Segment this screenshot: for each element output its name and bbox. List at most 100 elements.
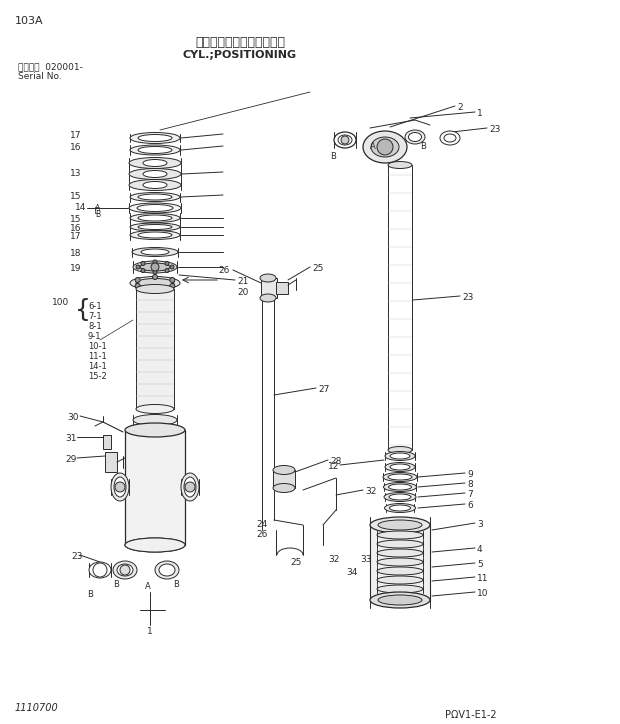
Circle shape	[135, 277, 140, 282]
Text: 9-1: 9-1	[88, 332, 102, 341]
Ellipse shape	[143, 159, 167, 167]
Text: 13: 13	[70, 169, 81, 178]
Ellipse shape	[390, 453, 410, 459]
Ellipse shape	[363, 131, 407, 163]
Circle shape	[153, 260, 157, 264]
Ellipse shape	[405, 130, 425, 144]
Bar	[276, 282, 288, 294]
Circle shape	[115, 482, 125, 492]
Ellipse shape	[184, 477, 196, 497]
Ellipse shape	[377, 567, 423, 575]
Circle shape	[185, 482, 195, 492]
Text: 1: 1	[477, 109, 483, 118]
Text: 8-1: 8-1	[88, 322, 102, 331]
Circle shape	[136, 265, 140, 269]
Ellipse shape	[138, 215, 172, 221]
Ellipse shape	[384, 492, 416, 502]
Text: B: B	[87, 590, 93, 599]
Text: 10: 10	[477, 589, 489, 598]
Ellipse shape	[129, 158, 181, 169]
Ellipse shape	[409, 132, 422, 141]
Text: 8: 8	[467, 480, 472, 489]
Circle shape	[141, 269, 145, 272]
Ellipse shape	[136, 405, 174, 413]
Ellipse shape	[389, 484, 412, 490]
Ellipse shape	[113, 561, 137, 579]
Text: A: A	[370, 142, 376, 151]
Text: A: A	[145, 582, 151, 591]
Text: 16: 16	[70, 224, 81, 233]
Circle shape	[165, 269, 169, 272]
Ellipse shape	[338, 135, 352, 145]
Ellipse shape	[371, 137, 399, 157]
Ellipse shape	[138, 146, 172, 153]
Text: 23: 23	[462, 293, 474, 302]
Ellipse shape	[130, 230, 180, 240]
Text: 31: 31	[65, 434, 76, 443]
Ellipse shape	[130, 132, 180, 143]
Text: B: B	[113, 580, 119, 589]
Text: 100: 100	[52, 298, 69, 307]
Text: 17: 17	[70, 131, 81, 140]
Text: {: {	[75, 298, 91, 322]
Ellipse shape	[385, 463, 415, 471]
Text: 11: 11	[477, 574, 489, 583]
Circle shape	[153, 274, 157, 279]
Ellipse shape	[334, 132, 356, 148]
Text: 15: 15	[70, 192, 81, 201]
Ellipse shape	[89, 562, 111, 578]
Ellipse shape	[388, 161, 412, 169]
Text: B: B	[330, 152, 336, 161]
Text: 17: 17	[70, 232, 81, 241]
Ellipse shape	[377, 531, 423, 539]
Ellipse shape	[377, 576, 423, 584]
Text: 14-1: 14-1	[88, 362, 107, 371]
Text: 27: 27	[318, 385, 329, 394]
Bar	[370, 525, 430, 600]
Ellipse shape	[143, 170, 167, 177]
Text: 33: 33	[360, 555, 371, 564]
Circle shape	[341, 136, 349, 144]
Ellipse shape	[125, 423, 185, 437]
Circle shape	[153, 287, 157, 292]
Text: 15-2: 15-2	[88, 372, 107, 381]
Ellipse shape	[440, 131, 460, 145]
Ellipse shape	[377, 558, 423, 566]
Text: 12: 12	[328, 462, 339, 471]
Ellipse shape	[114, 477, 126, 497]
Ellipse shape	[130, 214, 180, 222]
Text: 25: 25	[290, 558, 301, 567]
Ellipse shape	[383, 473, 417, 481]
Text: 6: 6	[467, 501, 472, 510]
Ellipse shape	[155, 561, 179, 579]
Text: 6-1: 6-1	[88, 302, 102, 311]
Bar	[136, 289, 174, 409]
Ellipse shape	[159, 564, 175, 576]
Circle shape	[170, 265, 174, 269]
Text: 16: 16	[70, 143, 81, 152]
Bar	[103, 435, 111, 449]
Circle shape	[141, 261, 145, 266]
Ellipse shape	[444, 134, 456, 142]
Ellipse shape	[273, 484, 295, 492]
Text: 15: 15	[70, 215, 81, 224]
Ellipse shape	[181, 473, 199, 501]
Text: 7-1: 7-1	[88, 312, 102, 321]
Ellipse shape	[377, 585, 423, 593]
Text: 9: 9	[467, 470, 472, 479]
Text: CYL.;POSITIONING: CYL.;POSITIONING	[183, 50, 297, 60]
Text: 10-1: 10-1	[88, 342, 107, 351]
Text: 30: 30	[67, 413, 79, 422]
Text: 3: 3	[477, 520, 483, 529]
Text: 11-1: 11-1	[88, 352, 107, 361]
Ellipse shape	[138, 194, 172, 200]
Ellipse shape	[370, 517, 430, 533]
Bar	[273, 470, 295, 488]
Text: シリンダ；ボジショニング: シリンダ；ボジショニング	[195, 36, 285, 49]
Ellipse shape	[260, 274, 276, 282]
Circle shape	[93, 563, 107, 577]
Ellipse shape	[388, 447, 412, 453]
Ellipse shape	[138, 232, 172, 238]
Text: 19: 19	[70, 264, 81, 273]
Text: 34: 34	[346, 568, 357, 577]
